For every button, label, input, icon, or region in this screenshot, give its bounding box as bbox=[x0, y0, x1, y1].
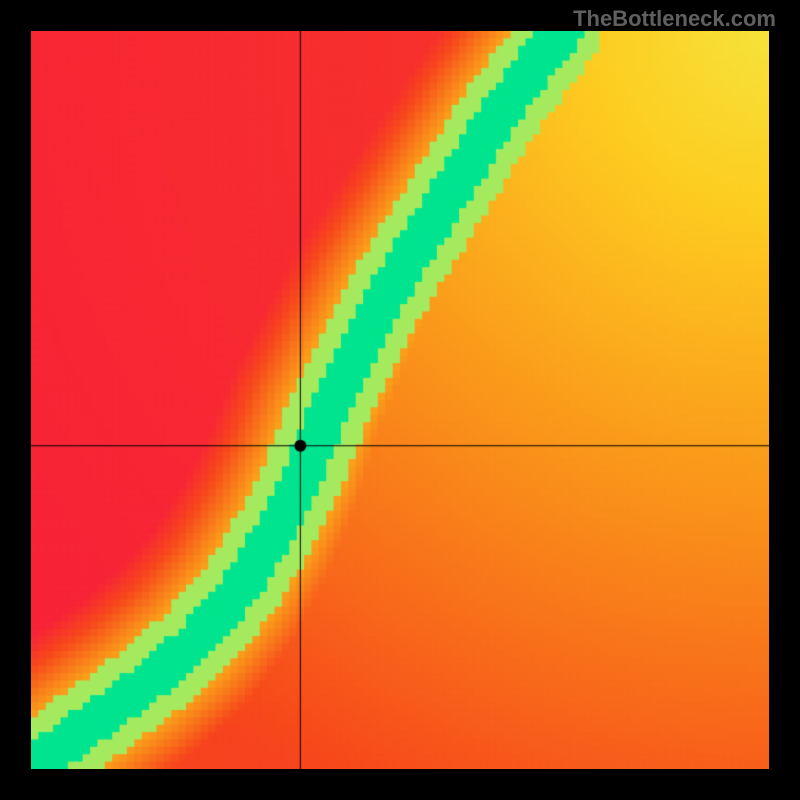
heatmap-canvas bbox=[31, 31, 769, 769]
watermark-text: TheBottleneck.com bbox=[573, 6, 776, 32]
